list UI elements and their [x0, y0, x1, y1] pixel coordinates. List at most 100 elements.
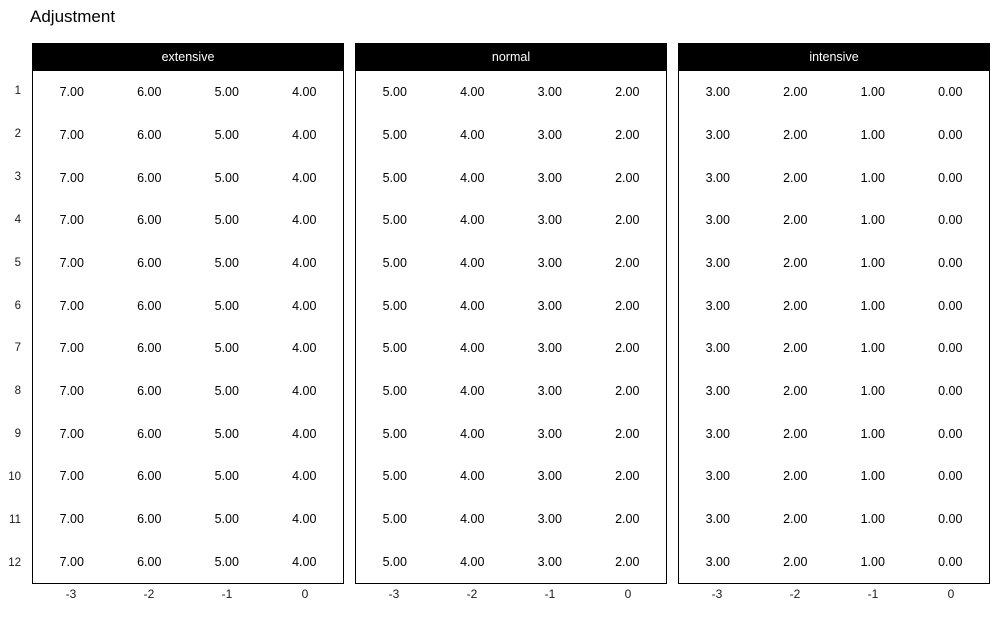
- cell-value: 2.00: [615, 341, 640, 356]
- cell-value: 0.00: [938, 469, 963, 484]
- cell-value: 3.00: [705, 127, 730, 142]
- cell-value: 3.00: [537, 383, 562, 398]
- facet-panel-extensive: extensive 7.00 6.00 5.00 4.00 7.00 6.00 5.00 4.0…: [32, 43, 344, 601]
- cell-value: 7.00: [59, 85, 84, 100]
- x-axis-tick-label: -2: [466, 587, 478, 601]
- cell-value: 3.00: [705, 554, 730, 569]
- cell-value: 0.00: [938, 383, 963, 398]
- cell-value: 4.00: [292, 170, 317, 185]
- cell-value: 4.00: [292, 255, 317, 270]
- cell-value: 2.00: [783, 511, 808, 526]
- y-axis-tick-label: 12: [8, 556, 21, 569]
- cell-value: 6.00: [137, 554, 162, 569]
- cell-value: 4.00: [460, 85, 485, 100]
- facet-panel-intensive: intensive 3.00 2.00 1.00 0.00 3.00 2.00 1.00 0.0…: [678, 43, 990, 601]
- cell-value: 5.00: [382, 469, 407, 484]
- cell-value: 5.00: [214, 383, 239, 398]
- facet-panel-body: 7.00 6.00 5.00 4.00 7.00 6.00 5.00 4.00 7.00 6.00…: [32, 70, 344, 584]
- cell-value: 5.00: [382, 85, 407, 100]
- cell-value: 4.00: [292, 298, 317, 313]
- cell-value: 2.00: [783, 170, 808, 185]
- cell-value: 5.00: [214, 127, 239, 142]
- cell-value: 4.00: [292, 511, 317, 526]
- cell-value: 4.00: [292, 341, 317, 356]
- cell-value: 5.00: [382, 213, 407, 228]
- facet-panel-normal: normal 5.00 4.00 3.00 2.00 5.00 4.00 3.00 2.00 5.…: [355, 43, 667, 601]
- cell-value: 1.00: [860, 298, 885, 313]
- cell-value: 5.00: [382, 170, 407, 185]
- y-axis-labels: 1 2 3 4 5 6 7 8 9 10 11 12: [0, 70, 26, 584]
- cell-value: 3.00: [537, 426, 562, 441]
- y-axis-tick-label: 8: [14, 385, 21, 398]
- cell-value: 2.00: [783, 255, 808, 270]
- cell-value: 6.00: [137, 255, 162, 270]
- cell-value: 5.00: [382, 511, 407, 526]
- cell-value: 2.00: [783, 127, 808, 142]
- cell-value: 1.00: [860, 85, 885, 100]
- cell-value: 0.00: [938, 85, 963, 100]
- cell-value: 5.00: [382, 127, 407, 142]
- x-axis-tick-label: -3: [711, 587, 723, 601]
- cell-value: 3.00: [705, 213, 730, 228]
- cell-value: 1.00: [860, 426, 885, 441]
- facet-strip-label: extensive: [161, 49, 215, 64]
- cell-value: 6.00: [137, 298, 162, 313]
- cell-value: 2.00: [615, 554, 640, 569]
- cell-value: 3.00: [537, 170, 562, 185]
- cell-value: 4.00: [460, 298, 485, 313]
- cell-value: 5.00: [382, 383, 407, 398]
- facet-panels: extensive 7.00 6.00 5.00 4.00 7.00 6.00 5.00 4.0…: [32, 43, 990, 601]
- page-title: Adjustment: [30, 7, 116, 26]
- cell-value: 3.00: [705, 511, 730, 526]
- cell-value: 3.00: [537, 255, 562, 270]
- cell-value: 2.00: [615, 127, 640, 142]
- cell-value: 2.00: [615, 85, 640, 100]
- cell-value: 2.00: [615, 426, 640, 441]
- cell-value: 6.00: [137, 383, 162, 398]
- cell-value: 6.00: [137, 341, 162, 356]
- cell-value: 3.00: [537, 127, 562, 142]
- cell-value: 5.00: [382, 298, 407, 313]
- cell-value: 5.00: [214, 170, 239, 185]
- y-axis-tick-label: 6: [14, 299, 21, 312]
- cell-value: 1.00: [860, 469, 885, 484]
- cell-value: 4.00: [292, 85, 317, 100]
- cell-value: 5.00: [382, 554, 407, 569]
- x-axis-tick-label: -1: [221, 587, 233, 601]
- cell-value: 4.00: [460, 426, 485, 441]
- cell-value: 3.00: [537, 85, 562, 100]
- cell-value: 5.00: [214, 213, 239, 228]
- cell-value: 5.00: [214, 554, 239, 569]
- cell-value: 6.00: [137, 170, 162, 185]
- facet-strip: normal: [355, 43, 667, 70]
- cell-value: 5.00: [214, 426, 239, 441]
- cell-value: 7.00: [59, 383, 84, 398]
- cell-value: 0.00: [938, 170, 963, 185]
- cell-value: 4.00: [292, 127, 317, 142]
- x-axis-tick-label: -1: [544, 587, 556, 601]
- cell-value: 1.00: [860, 511, 885, 526]
- y-axis-tick-label: 7: [14, 342, 21, 355]
- cell-value: 1.00: [860, 213, 885, 228]
- cell-value: 2.00: [783, 85, 808, 100]
- cell-value: 0.00: [938, 127, 963, 142]
- cell-value: 4.00: [460, 341, 485, 356]
- cell-value: 2.00: [783, 469, 808, 484]
- cell-value: 3.00: [705, 383, 730, 398]
- cell-value: 2.00: [783, 554, 808, 569]
- cell-value: 5.00: [382, 341, 407, 356]
- facet-panel-body: 3.00 2.00 1.00 0.00 3.00 2.00 1.00 0.00 3.00 2.00…: [678, 70, 990, 584]
- cell-value: 4.00: [460, 383, 485, 398]
- cell-value: 7.00: [59, 298, 84, 313]
- cell-value: 1.00: [860, 554, 885, 569]
- y-axis-tick-label: 2: [14, 128, 21, 141]
- cell-value: 2.00: [783, 426, 808, 441]
- x-axis-tick-label: -3: [388, 587, 400, 601]
- facet-strip: extensive: [32, 43, 344, 70]
- cell-value: 0.00: [938, 554, 963, 569]
- cell-value: 3.00: [705, 469, 730, 484]
- cell-value: 3.00: [537, 469, 562, 484]
- cell-value: 3.00: [705, 298, 730, 313]
- cell-value: 4.00: [460, 469, 485, 484]
- x-axis-tick-label: -3: [65, 587, 77, 601]
